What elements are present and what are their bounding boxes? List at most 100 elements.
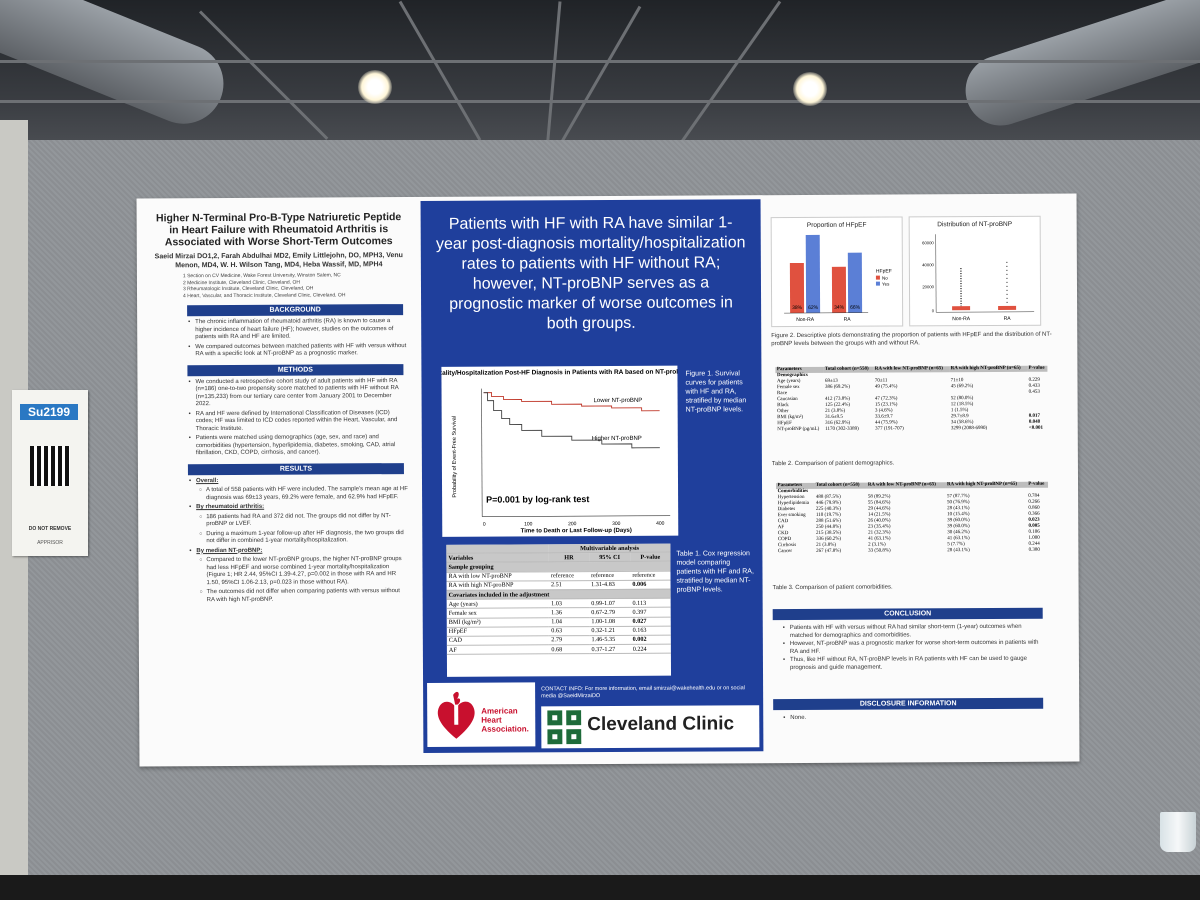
km-y-axis [481, 388, 483, 517]
results-header: RESULTS [187, 462, 404, 475]
t1-header: 95% CI [588, 552, 631, 562]
km-p-value: P=0.001 by log-rank test [486, 494, 589, 505]
plot1-svg: 38% 62% 34% 66% Non-RA RA HFpEF No Yes [784, 234, 892, 323]
poster-number-placard: Su2199 DO NOT REMOVE APPRISOR [12, 390, 88, 556]
qr-code-icon [30, 446, 70, 486]
t2-header: Total cohort (n=558) [823, 366, 874, 373]
results-bnp-heading: By median NT-proBNP: [196, 547, 408, 556]
methods-bullet: RA and HF were defined by International … [196, 410, 408, 434]
cleveland-clinic-name: Cleveland Clinic [587, 713, 735, 736]
disclosure-bullet: None. [783, 714, 1045, 723]
table3-caption: Table 3. Comparison of patient comorbidi… [772, 584, 893, 592]
poster-title: Higher N-Terminal Pro-B-Type Natriuretic… [155, 211, 402, 249]
comorbidities-table: Parameters Total cohort (n=558) RA with … [776, 481, 1049, 555]
do-not-remove-label: DO NOT REMOVE [28, 526, 72, 532]
poster-left-column: Higher N-Terminal Pro-B-Type Natriuretic… [143, 201, 418, 760]
plot1-x-tick: RA [844, 317, 852, 323]
poster-headline: Patients with HF with RA have similar 1-… [435, 214, 746, 333]
bar-label: 38% [792, 305, 803, 311]
t1-cell: BMI (kg/m²) [446, 617, 550, 628]
t1-cell: reference [548, 571, 590, 581]
t3-cell: 267 (47.8%) [816, 548, 842, 554]
t2-header: P-value [1027, 365, 1048, 372]
results-bullet: 186 patients had RA and 372 did not. The… [206, 513, 408, 529]
km-x-label: Time to Death or Last Follow-up (Days) [521, 528, 632, 535]
legend-swatch-yes [875, 281, 880, 286]
background-header: BACKGROUND [187, 304, 404, 317]
plot1-legend-yes: Yes [882, 282, 890, 287]
ceiling-lamp [358, 70, 392, 104]
t1-header: P-value [630, 552, 671, 562]
floor [0, 875, 1200, 900]
bar-nonra-yes [805, 234, 821, 313]
poster-right-column: Proportion of HFpEF 38% 62% 34% 66% Non-… [767, 198, 1074, 758]
km-lower-curve [483, 392, 660, 412]
aha-logo: American Heart Association. [427, 682, 536, 747]
km-x-tick: 0 [483, 522, 486, 528]
km-survival-chart: 1-year Mortality/Hospitalization Post-HF… [407, 365, 712, 537]
t1-cell: 2.79 [549, 635, 590, 645]
bar-ra-yes [847, 252, 863, 313]
truss [0, 100, 1200, 103]
poster-authors: Saeid Mirzai DO1,2, Farah Abdulhai MD2, … [154, 252, 403, 270]
t2-cell: 3299 (2088-6990) [950, 426, 988, 432]
km-title-text: 1-year Mortality/Hospitalization Post-HF… [441, 368, 678, 377]
t1-cell: RA with high NT-proBNP [446, 580, 550, 591]
t2-header: RA with low NT-proBNP (n=65) [873, 366, 950, 373]
cleveland-clinic-logo: Cleveland Clinic [541, 705, 760, 749]
affiliation: 4 Heart, Vascular, and Thoracic Institut… [183, 291, 346, 299]
truss [675, 0, 782, 145]
cox-regression-table: Multivariable analysis Variables HR 95% … [446, 543, 672, 677]
km-lower-label: Lower NT-proBNP [594, 398, 643, 404]
conclusion-list: Patients with HF with versus without RA … [783, 624, 1045, 673]
km-x-tick: 300 [612, 521, 621, 527]
plot2-y-tick: 60000 [922, 240, 934, 245]
t1-cell: 0.99-1.07 [589, 598, 631, 608]
bar-label: 66% [850, 305, 861, 311]
conclusion-bullet: However, NT-proBNP was a prognostic mark… [783, 640, 1045, 656]
conclusion-header: CONCLUSION [772, 607, 1043, 621]
t1-cell: Female sex [446, 608, 550, 618]
t2-header: RA with high NT-proBNP (n=65) [949, 365, 1028, 373]
plastic-cup [1160, 812, 1196, 852]
table2-caption: Table 2. Comparison of patient demograph… [771, 460, 895, 468]
t1-cell: 0.63 [549, 626, 590, 636]
ceiling-duct-right [956, 0, 1200, 135]
bar-label: 62% [808, 305, 819, 311]
bar-nonra-no [789, 262, 805, 314]
ntprobnp-distribution-plot: Distribution of NT-proBNP 60000 40000 20… [908, 215, 1042, 327]
t1-cell: 1.04 [549, 617, 590, 627]
plot2-x-tick: RA [1004, 316, 1012, 322]
t3-cell: 28 (43.1%) [947, 548, 970, 554]
plot2-svg: 60000 40000 20000 0 Non-RA RA [922, 234, 1035, 322]
plot1-x-tick: Non-RA [796, 317, 814, 323]
km-chart-title: 1-year Mortality/Hospitalization Post-HF… [441, 368, 678, 377]
methods-bullet: Patients were matched using demographics… [196, 434, 408, 458]
demographics-table: Parameters Total cohort (n=558) RA with … [775, 365, 1048, 433]
km-higher-label: Higher NT-proBNP [592, 436, 642, 442]
t1-cell: 1.36 [549, 607, 590, 618]
conclusion-bullet: Thus, like HF without RA, NT-proBNP leve… [783, 656, 1045, 672]
results-bullet: During a maximum 1-year follow-up after … [206, 530, 408, 546]
t1-cell: 0.397 [630, 607, 671, 617]
ceiling-duct-left [0, 0, 236, 136]
poster-center-panel: Patients with HF with RA have similar 1-… [407, 199, 764, 753]
cleveland-clinic-icon [547, 710, 582, 745]
t1-cell: reference [630, 570, 671, 581]
km-x-tick: 100 [524, 521, 533, 527]
t1-cell: RA with low NT-proBNP [446, 571, 549, 582]
t1-cell: 1.31-4.83 [589, 580, 631, 590]
t1-cell: 0.163 [630, 625, 671, 636]
bar-label: 34% [834, 305, 845, 311]
background-bullet: We compared outcomes between matched pat… [195, 343, 407, 359]
ceiling-lamp [793, 72, 827, 106]
t1-cell: 0.027 [630, 616, 671, 627]
aha-name: American Heart Association. [481, 706, 529, 734]
t1-cell: 2.51 [548, 580, 590, 590]
t1-cell: CAD [446, 635, 550, 646]
t1-cell: 1.03 [549, 598, 590, 609]
t1-header: Variables [446, 552, 549, 563]
t1-cell: 0.002 [630, 635, 671, 645]
results-ra-heading: By rheumatoid arthritis: [196, 503, 408, 512]
t1-cell: 0.37-1.27 [589, 644, 631, 654]
